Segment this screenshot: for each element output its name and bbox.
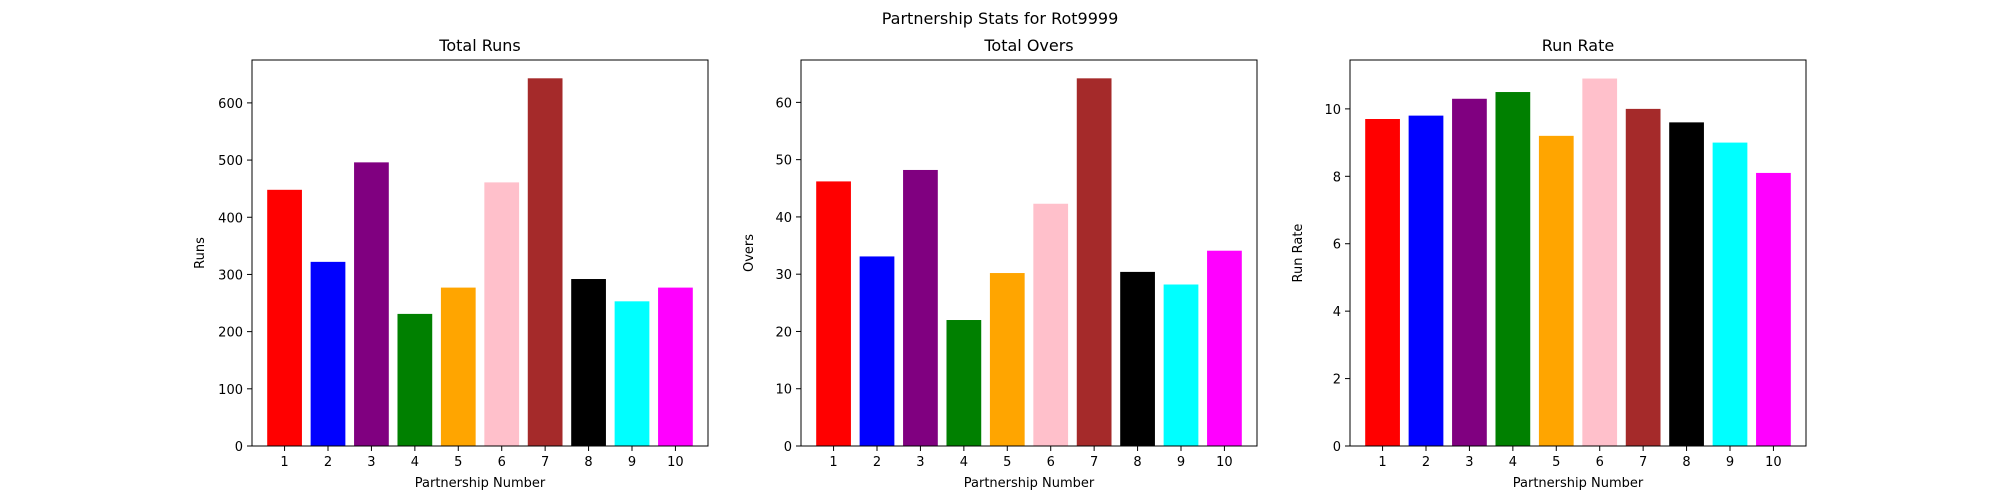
figure-suptitle: Partnership Stats for Rot9999 <box>882 9 1119 28</box>
chart-run-rate: 1 2 3 4 5 6 7 8 9 10 0 2 4 6 8 10 Run Rate Partnership Nu… <box>1291 36 1807 491</box>
bar-6 <box>484 182 520 446</box>
x-tick-label: 3 <box>1465 455 1473 470</box>
bar-10 <box>1207 250 1242 446</box>
y-tick-label: 4 <box>1333 305 1341 320</box>
bar-1 <box>267 189 302 446</box>
bar-10 <box>1756 172 1791 446</box>
y-tick-label: 50 <box>775 154 792 169</box>
bar-6 <box>1033 203 1069 446</box>
bar-8 <box>1669 122 1704 447</box>
bar-5 <box>989 273 1025 446</box>
bar-2 <box>1408 115 1444 447</box>
x-tick-label: 6 <box>1596 455 1604 470</box>
x-tick-label: 10 <box>1765 455 1782 470</box>
bar-5 <box>440 287 476 446</box>
y-tick-label: 2 <box>1333 373 1341 388</box>
bar-4 <box>946 320 982 446</box>
y-tick-label: 10 <box>1324 103 1341 118</box>
y-tick-label: 200 <box>218 326 243 341</box>
x-tick-label: 5 <box>1552 455 1560 470</box>
bar-7 <box>1076 78 1112 446</box>
y-tick-label: 0 <box>1333 440 1341 455</box>
x-tick-label: 6 <box>498 455 506 470</box>
x-tick-label: 8 <box>1682 455 1690 470</box>
bar-8 <box>1120 271 1155 446</box>
y-tick-label: 400 <box>218 211 243 226</box>
y-tick-label: 40 <box>775 211 792 226</box>
chart-title: Run Rate <box>1542 36 1614 55</box>
bar-9 <box>1163 284 1199 446</box>
bar-4 <box>1495 92 1531 446</box>
x-tick-label: 7 <box>1090 455 1098 470</box>
y-tick-label: 100 <box>218 383 243 398</box>
x-axis-label: Partnership Number <box>1513 476 1644 491</box>
x-tick-label: 1 <box>1378 455 1386 470</box>
bar-9 <box>1712 142 1748 446</box>
x-tick-label: 7 <box>541 455 549 470</box>
x-tick-label: 9 <box>628 455 636 470</box>
x-tick-label: 3 <box>367 455 375 470</box>
x-tick-label: 10 <box>1216 455 1233 470</box>
bar-3 <box>903 169 938 446</box>
y-tick-label: 8 <box>1333 170 1341 185</box>
bar-10 <box>658 287 693 446</box>
chart-total-overs: 1 2 3 4 5 6 7 8 9 10 0 10 20 30 40 50 60 Total Overs Partn… <box>742 36 1258 491</box>
y-axis-label: Overs <box>742 234 757 272</box>
bar-8 <box>571 279 606 446</box>
x-tick-label: 8 <box>584 455 592 470</box>
bar-1 <box>1365 119 1400 446</box>
chart-title: Total Overs <box>983 36 1073 55</box>
x-axis-label: Partnership Number <box>415 476 546 491</box>
y-tick-label: 600 <box>218 97 243 112</box>
x-axis-label: Partnership Number <box>964 476 1095 491</box>
y-tick-label: 60 <box>775 96 792 111</box>
bar-1 <box>816 181 851 446</box>
chart-title: Total Runs <box>438 36 520 55</box>
x-tick-label: 3 <box>916 455 924 470</box>
x-tick-label: 4 <box>960 455 968 470</box>
y-tick-label: 20 <box>775 325 792 340</box>
plot-frame <box>800 59 1258 447</box>
y-axis-label: Run Rate <box>1291 224 1306 283</box>
bar-9 <box>614 301 650 446</box>
y-tick-label: 10 <box>775 383 792 398</box>
bar-7 <box>1625 108 1661 446</box>
x-tick-label: 9 <box>1177 455 1185 470</box>
bar-2 <box>859 256 895 446</box>
x-tick-label: 6 <box>1047 455 1055 470</box>
bar-7 <box>527 78 563 447</box>
y-tick-label: 30 <box>775 268 792 283</box>
x-tick-label: 2 <box>324 455 332 470</box>
x-tick-label: 4 <box>1509 455 1517 470</box>
x-tick-label: 1 <box>280 455 288 470</box>
x-tick-label: 7 <box>1639 455 1647 470</box>
x-tick-label: 5 <box>454 455 462 470</box>
x-tick-label: 2 <box>873 455 881 470</box>
y-tick-label: 500 <box>218 154 243 169</box>
bar-6 <box>1582 78 1618 446</box>
plot-frame <box>251 59 709 447</box>
x-tick-label: 4 <box>411 455 419 470</box>
x-tick-label: 2 <box>1422 455 1430 470</box>
y-tick-label: 300 <box>218 268 243 283</box>
bar-4 <box>397 313 433 446</box>
y-axis-label: Runs <box>193 237 208 269</box>
x-tick-label: 10 <box>667 455 684 470</box>
x-tick-label: 8 <box>1133 455 1141 470</box>
plot-frame <box>1349 59 1807 447</box>
bar-5 <box>1538 135 1574 446</box>
bar-2 <box>310 261 346 446</box>
y-tick-label: 0 <box>784 440 792 455</box>
x-tick-label: 1 <box>829 455 837 470</box>
x-tick-label: 5 <box>1003 455 1011 470</box>
bar-3 <box>1452 98 1487 447</box>
y-tick-label: 6 <box>1333 238 1341 253</box>
y-tick-label: 0 <box>235 440 243 455</box>
bar-3 <box>354 162 389 447</box>
x-tick-label: 9 <box>1726 455 1734 470</box>
